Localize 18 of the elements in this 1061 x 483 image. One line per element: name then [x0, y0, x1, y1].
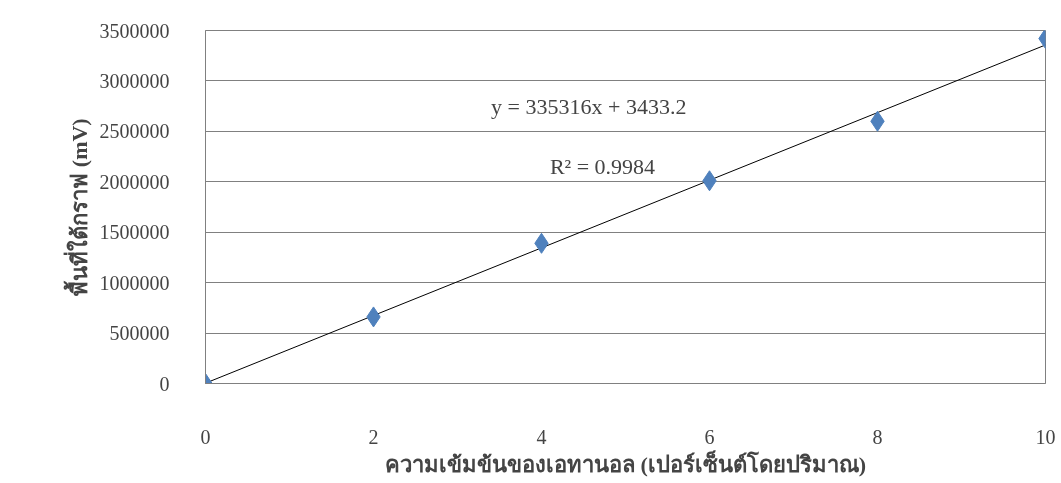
y-tick-label: 500000 [109, 322, 170, 345]
x-tick-label: 0 [200, 425, 211, 448]
y-tick-label: 3000000 [99, 69, 170, 92]
x-tick-label: 8 [872, 425, 883, 448]
x-tick-label: 6 [704, 425, 715, 448]
x-tick-label: 10 [1035, 425, 1056, 448]
y-tick-label: 0 [159, 372, 170, 395]
annotation: R² = 0.9984 [549, 153, 656, 179]
x-tick-label: 4 [536, 425, 547, 448]
y-axis-title: พื้นที่ใต้กราฟ (mV) [62, 118, 92, 296]
annotation: y = 335316x + 3433.2 [491, 93, 687, 119]
y-tick-label: 1000000 [99, 271, 170, 294]
y-tick-label: 2000000 [99, 170, 170, 193]
y-tick-label: 2500000 [99, 120, 170, 143]
y-tick-label: 3500000 [99, 19, 170, 42]
x-tick-label: 2 [368, 425, 379, 448]
y-tick-label: 1500000 [99, 221, 170, 244]
x-axis-title: ความเข้มข้นของเอทานอล (เปอร์เซ็นต์โดยปริมาณ) [384, 449, 867, 477]
